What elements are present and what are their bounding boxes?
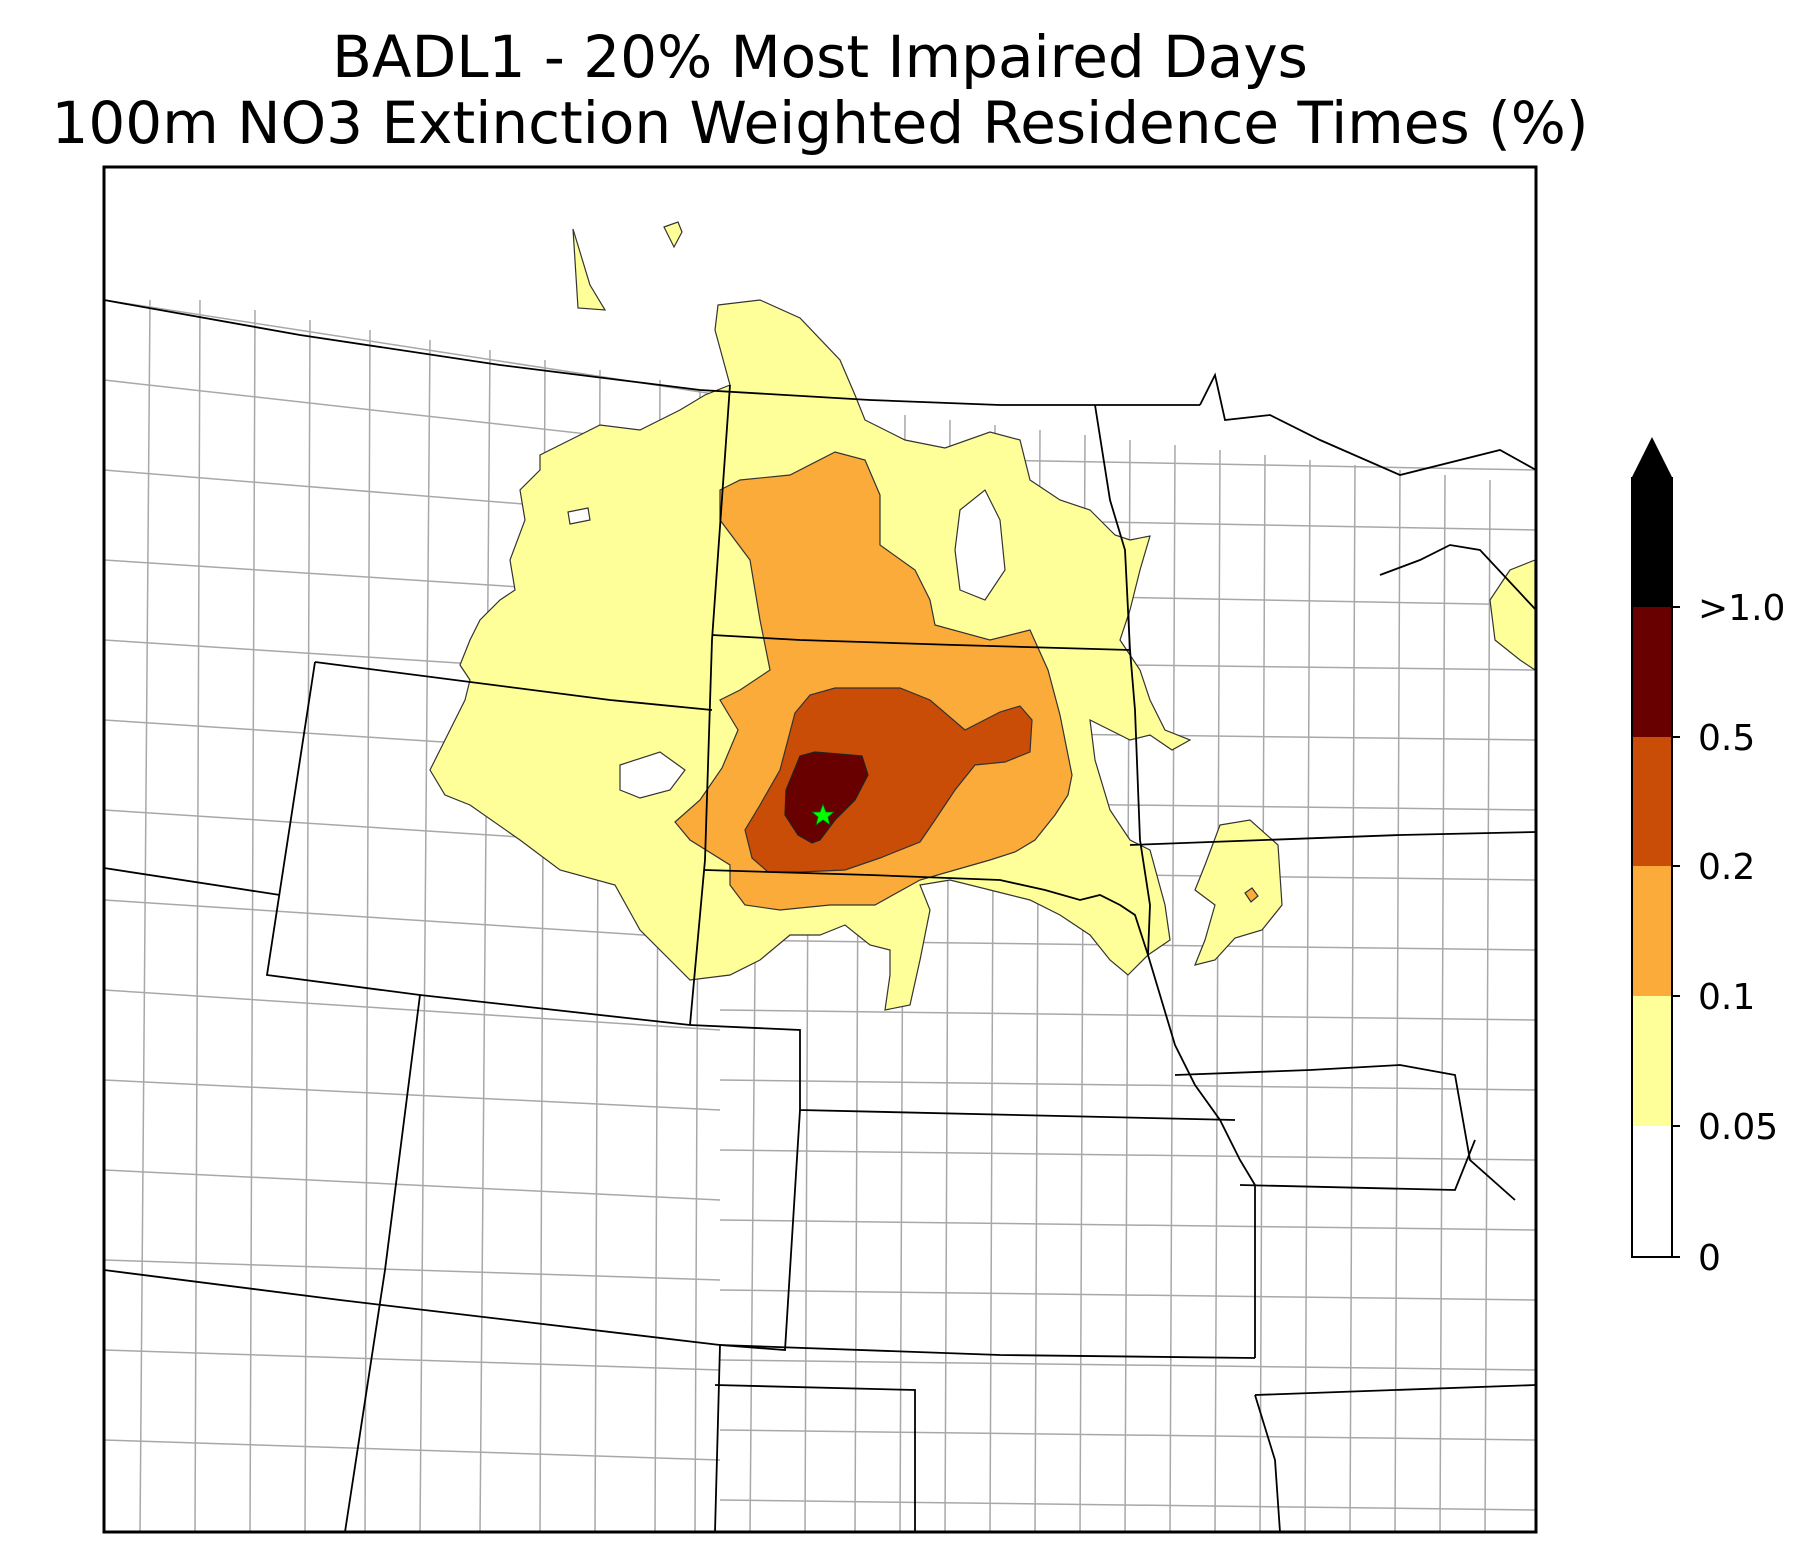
colorbar: 0 0.05 0.1 0.2 0.5 >1.0 <box>1631 437 1785 1279</box>
colorbar-segment-0 <box>1632 1126 1672 1257</box>
colorbar-tick-label-1: 0.05 <box>1698 1107 1778 1148</box>
colorbar-segment-5 <box>1632 477 1672 607</box>
colorbar-tick-label-3: 0.2 <box>1698 847 1755 888</box>
map-area <box>104 221 1536 1532</box>
site-marker <box>810 802 836 826</box>
colorbar-ticks <box>1672 606 1680 1258</box>
title-line-2: 100m NO3 Extinction Weighted Residence T… <box>51 89 1589 157</box>
colorbar-segment-1 <box>1632 996 1672 1126</box>
contour-0.5 <box>784 751 869 844</box>
contour-holes <box>567 489 1006 799</box>
colorbar-tick-label-5: >1.0 <box>1698 588 1785 629</box>
colorbar-tick-label-2: 0.1 <box>1698 977 1755 1018</box>
state-boundaries <box>104 299 1536 1532</box>
colorbar-tick-label-4: 0.5 <box>1698 718 1755 759</box>
colorbar-segment-4 <box>1632 607 1672 737</box>
title-line-1: BADL1 - 20% Most Impaired Days <box>332 23 1308 91</box>
contour-0.05 <box>429 221 1536 1011</box>
colorbar-segment-3 <box>1632 737 1672 866</box>
colorbar-segment-2 <box>1632 866 1672 996</box>
colorbar-extend-arrow <box>1632 437 1672 477</box>
colorbar-tick-label-0: 0 <box>1698 1238 1721 1279</box>
map-frame <box>102 165 1538 1534</box>
